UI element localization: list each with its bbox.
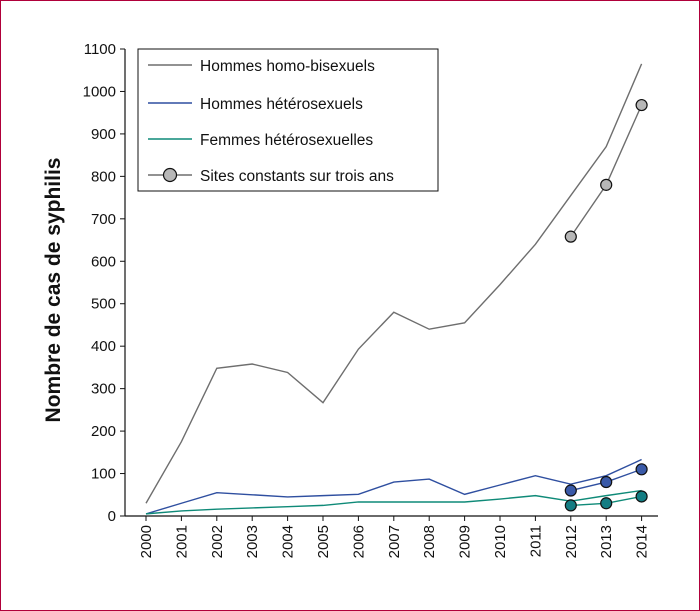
x-tick-label: 2008 [421, 525, 438, 558]
x-tick-label: 2014 [634, 525, 651, 558]
constant-sites-marker [564, 499, 577, 512]
x-tick-label: 2003 [244, 525, 261, 558]
legend-label: Femmes hétérosexuelles [200, 132, 373, 149]
constant-sites-marker [564, 484, 577, 497]
legend: Hommes homo-bisexuels Hommes hétérosexuel… [137, 48, 439, 192]
y-tick-label: 200 [91, 423, 116, 440]
x-axis: 2000 2001 2002 2003 2004 2005 2006 2007 2008 2009… [125, 515, 658, 558]
x-tick-label: 2007 [386, 525, 403, 558]
x-tick-label: 2001 [173, 525, 190, 558]
x-tick-label: 2000 [138, 525, 155, 558]
constant-sites-marker [600, 497, 613, 510]
y-tick-label: 1100 [84, 41, 116, 58]
plot-lines [145, 63, 643, 515]
series-line [145, 458, 642, 515]
series-line [145, 63, 643, 504]
x-tick-label: 2006 [350, 525, 367, 558]
legend-label: Sites constants sur trois ans [200, 168, 394, 185]
constant-sites-marker [635, 490, 648, 503]
series-line [145, 489, 642, 515]
y-tick-label: 800 [91, 168, 116, 185]
constant-sites-marker [600, 178, 613, 191]
legend-label: Hommes hétérosexuels [200, 96, 363, 113]
y-tick-label: 500 [91, 296, 116, 313]
legend-box [137, 48, 439, 192]
y-tick-label: 900 [91, 126, 116, 143]
constant-sites-line [570, 104, 643, 238]
constant-sites-marker [600, 475, 613, 489]
legend-label: Hommes homo-bisexuels [200, 58, 375, 75]
x-tick-label: 2010 [492, 525, 509, 558]
constant-sites-marker [635, 463, 648, 476]
x-tick-label: 2002 [209, 525, 226, 558]
x-tick-label: 2011 [527, 525, 544, 557]
y-tick-label: 100 [91, 466, 116, 483]
constant-sites-marker [635, 98, 648, 112]
x-tick-label: 2009 [457, 525, 474, 558]
y-tick-label: 0 [108, 508, 116, 525]
y-tick-label: 400 [91, 338, 116, 355]
y-tick-label: 300 [91, 381, 116, 398]
y-axis-title-group: Nombre de cas de syphilis [42, 158, 65, 423]
constant-sites-marker [564, 230, 577, 243]
y-tick-label: 700 [91, 211, 116, 228]
y-axis-title: Nombre de cas de syphilis [42, 158, 65, 423]
y-tick-label: 1000 [83, 83, 116, 100]
legend-swatch-marker [162, 167, 178, 183]
x-tick-label: 2012 [563, 525, 580, 558]
y-tick-label: 600 [91, 253, 116, 270]
x-tick-label: 2004 [280, 525, 297, 558]
constant-sites-overlay [564, 98, 648, 512]
y-axis: 0 100 200 300 400 500 600 700 800 900 1000 1100 [83, 41, 126, 525]
x-tick-label: 2013 [598, 525, 615, 558]
x-tick-label: 2005 [315, 525, 332, 558]
